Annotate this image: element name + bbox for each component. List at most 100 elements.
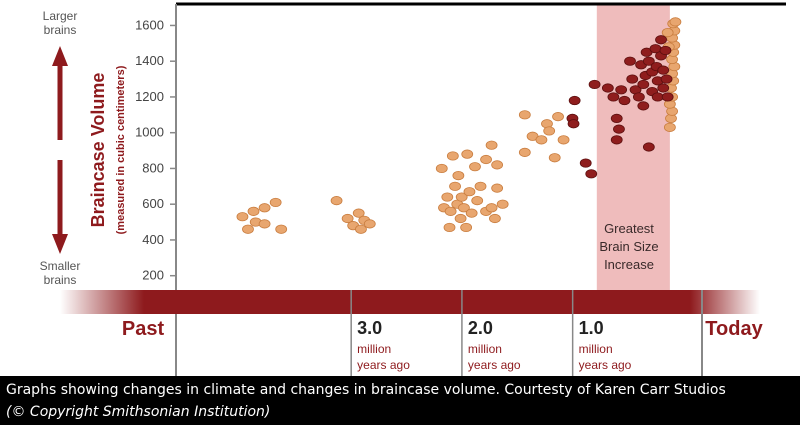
brain-point [491, 183, 504, 193]
brain-point [236, 212, 249, 222]
brain-point [485, 140, 498, 150]
brain-point [458, 203, 470, 213]
brain-point [657, 65, 670, 75]
brain-point [651, 92, 664, 102]
timeline-bar [60, 290, 760, 314]
brain-point [624, 56, 636, 66]
brain-point [485, 203, 498, 213]
y-axis-title: Braincase Volume [88, 73, 108, 228]
brain-point [548, 153, 561, 163]
brain-point [355, 224, 367, 234]
brain-point [601, 83, 614, 93]
brain-point [435, 163, 448, 174]
brain-point [258, 203, 271, 213]
timeline-marker-value: 1.0 [579, 318, 604, 338]
brain-point [330, 196, 343, 206]
timeline-marker-unit: million [357, 342, 391, 356]
brain-point [588, 79, 601, 90]
brain-point [352, 208, 365, 218]
brain-point [258, 219, 271, 229]
brain-point [663, 122, 676, 132]
down-arrow [52, 160, 68, 254]
brain-point [443, 222, 456, 233]
y-tick-label: 200 [142, 268, 164, 283]
brain-point [568, 95, 581, 106]
y-tick-label: 800 [142, 160, 164, 175]
copyright-credit: (© Copyright Smithsonian Institution) [6, 404, 271, 420]
caption: Graphs showing changes in climate and ch… [6, 382, 726, 398]
larger-brains-line-1: Larger [43, 9, 78, 23]
y-ticks: 200 400 600 800 1000 1200 1400 1600 [135, 17, 176, 283]
brain-point [642, 142, 655, 152]
brain-point [613, 124, 625, 134]
timeline-marker-unit: million [468, 342, 502, 356]
brain-point [579, 158, 592, 168]
brain-point [661, 27, 674, 38]
brain-point [480, 154, 492, 165]
later-hominin-points [566, 35, 674, 179]
brain-point [637, 101, 650, 111]
brain-point [669, 17, 682, 27]
band-label-line-2: Brain Size [599, 239, 658, 254]
smaller-brains-line-2: brains [44, 273, 77, 287]
brain-point [441, 192, 454, 202]
brain-point [247, 206, 260, 216]
brain-point [567, 119, 580, 129]
brain-point [489, 213, 501, 224]
timeline-past: Past [122, 318, 165, 340]
y-tick-label: 1200 [135, 89, 164, 104]
brain-point [610, 135, 623, 145]
brain-point [465, 208, 478, 218]
timeline-marker-unit: years ago [579, 358, 632, 372]
brain-point [535, 135, 548, 145]
brain-point [471, 196, 484, 206]
y-tick-label: 1600 [135, 17, 164, 32]
y-axis-subtitle: (measured in cubic centimeters) [115, 65, 127, 234]
brain-point [460, 222, 473, 233]
brain-point [454, 213, 467, 224]
brain-point [655, 35, 667, 45]
band-label-line-3: Increase [604, 257, 654, 272]
brain-point [275, 224, 288, 234]
smaller-brains-line-1: Smaller [40, 259, 81, 273]
brain-point [496, 199, 509, 209]
brain-point [491, 160, 504, 170]
y-tick-label: 1000 [135, 125, 164, 140]
brain-point [463, 187, 476, 197]
early-hominin-points [236, 17, 682, 234]
brain-point [642, 56, 655, 66]
timeline-marker-value: 3.0 [357, 318, 382, 338]
brain-point [446, 151, 459, 161]
brain-point [452, 171, 465, 181]
brain-point [557, 135, 570, 145]
brain-point [444, 206, 457, 216]
timeline-marker-unit: million [579, 342, 613, 356]
brain-point [543, 126, 556, 136]
brain-point [552, 112, 564, 122]
y-tick-label: 400 [142, 232, 164, 247]
up-arrow [52, 46, 68, 140]
brain-point [618, 95, 631, 106]
chart-panel: Greatest Brain Size Increase 200 400 600 80… [0, 0, 800, 376]
brain-point [341, 213, 354, 224]
brain-point [461, 149, 474, 159]
brain-point [242, 224, 254, 234]
brain-point [661, 92, 674, 102]
brain-point [632, 92, 645, 102]
braincase-chart: Greatest Brain Size Increase 200 400 600 80… [40, 2, 786, 376]
timeline-marker-unit: years ago [357, 358, 410, 372]
brain-point [269, 197, 282, 208]
brain-point [585, 169, 598, 179]
y-tick-label: 1400 [135, 53, 164, 68]
brain-point [607, 92, 620, 102]
timeline-markers: 3.0 million years ago 2.0 million years ago 1.… [350, 290, 632, 376]
brain-point [615, 85, 628, 95]
brain-point [518, 147, 531, 157]
y-tick-label: 600 [142, 196, 164, 211]
brain-point [610, 113, 623, 124]
brain-point [469, 162, 481, 172]
brain-point [637, 79, 650, 90]
brain-point [659, 45, 672, 56]
brain-point [518, 110, 531, 120]
